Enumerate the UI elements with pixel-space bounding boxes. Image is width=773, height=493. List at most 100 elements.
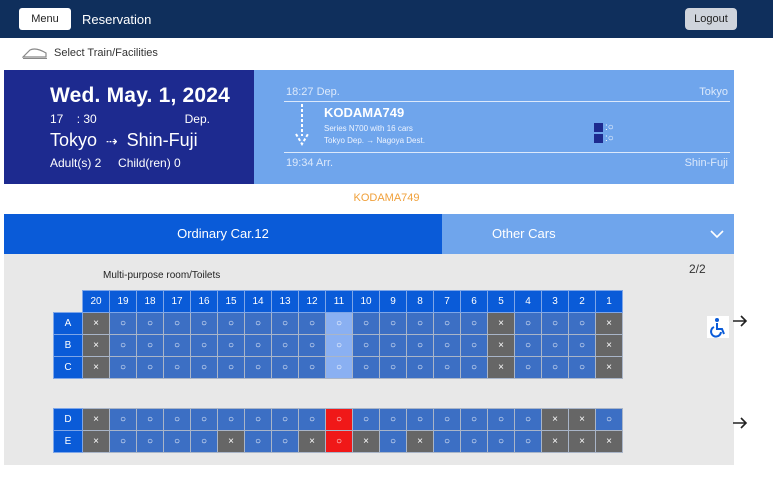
seat-6e[interactable]: ○ — [460, 430, 488, 453]
tab-other-cars[interactable]: Other Cars — [442, 214, 734, 254]
seat-16b[interactable]: ○ — [190, 334, 218, 357]
seat-16c[interactable]: ○ — [190, 356, 218, 379]
seat-13c[interactable]: ○ — [271, 356, 299, 379]
seat-17d[interactable]: ○ — [163, 408, 191, 431]
seat-row-d: D × ○ ○ ○ ○ ○ ○ ○ ○ ○ ○ ○ ○ ○ ○ ○ ○ × × ○ — [53, 408, 623, 431]
adult-count: Adult(s) 2 — [50, 156, 102, 170]
seat-7a[interactable]: ○ — [433, 312, 461, 335]
seat-1d[interactable]: ○ — [595, 408, 623, 431]
seat-4a[interactable]: ○ — [514, 312, 542, 335]
seat-9e[interactable]: ○ — [379, 430, 407, 453]
seat-8a[interactable]: ○ — [406, 312, 434, 335]
seat-8e: × — [406, 430, 434, 453]
seat-14d[interactable]: ○ — [244, 408, 272, 431]
seat-7b[interactable]: ○ — [433, 334, 461, 357]
seat-12d[interactable]: ○ — [298, 408, 326, 431]
seat-18d[interactable]: ○ — [136, 408, 164, 431]
seat-19a[interactable]: ○ — [109, 312, 137, 335]
next-car-arrow-upper[interactable] — [732, 314, 748, 328]
seat-10b[interactable]: ○ — [352, 334, 380, 357]
seat-16a[interactable]: ○ — [190, 312, 218, 335]
seat-row-b: B × ○ ○ ○ ○ ○ ○ ○ ○ ○ ○ ○ ○ ○ ○ × ○ ○ ○ × — [53, 334, 623, 357]
seat-3b[interactable]: ○ — [541, 334, 569, 357]
menu-button[interactable]: Menu — [19, 8, 71, 30]
seat-12c[interactable]: ○ — [298, 356, 326, 379]
seat-18a[interactable]: ○ — [136, 312, 164, 335]
seat-11a[interactable]: ○ — [325, 312, 353, 335]
logout-button[interactable]: Logout — [685, 8, 737, 30]
seat-17a[interactable]: ○ — [163, 312, 191, 335]
tab-ordinary-car[interactable]: Ordinary Car.12 — [4, 214, 442, 254]
seat-column-header: 1 — [595, 290, 623, 313]
seat-column-header: 5 — [487, 290, 515, 313]
seat-15c[interactable]: ○ — [217, 356, 245, 379]
seat-12a[interactable]: ○ — [298, 312, 326, 335]
next-car-arrow-lower[interactable] — [732, 416, 748, 430]
seat-3c[interactable]: ○ — [541, 356, 569, 379]
seat-14e[interactable]: ○ — [244, 430, 272, 453]
seat-13d[interactable]: ○ — [271, 408, 299, 431]
seat-6c[interactable]: ○ — [460, 356, 488, 379]
seat-16d[interactable]: ○ — [190, 408, 218, 431]
seat-7d[interactable]: ○ — [433, 408, 461, 431]
seat-8c[interactable]: ○ — [406, 356, 434, 379]
seat-7c[interactable]: ○ — [433, 356, 461, 379]
seat-3a[interactable]: ○ — [541, 312, 569, 335]
seat-19e[interactable]: ○ — [109, 430, 137, 453]
seat-4e[interactable]: ○ — [514, 430, 542, 453]
seat-8b[interactable]: ○ — [406, 334, 434, 357]
seat-9a[interactable]: ○ — [379, 312, 407, 335]
seat-17c[interactable]: ○ — [163, 356, 191, 379]
seat-5d[interactable]: ○ — [487, 408, 515, 431]
seat-11b[interactable]: ○ — [325, 334, 353, 357]
seat-13b[interactable]: ○ — [271, 334, 299, 357]
seat-5e[interactable]: ○ — [487, 430, 515, 453]
seat-10d[interactable]: ○ — [352, 408, 380, 431]
seat-16e[interactable]: ○ — [190, 430, 218, 453]
seat-15b[interactable]: ○ — [217, 334, 245, 357]
seat-17e[interactable]: ○ — [163, 430, 191, 453]
seat-2c[interactable]: ○ — [568, 356, 596, 379]
seat-14c[interactable]: ○ — [244, 356, 272, 379]
seat-4b[interactable]: ○ — [514, 334, 542, 357]
facility-icon — [594, 134, 603, 143]
seat-19d[interactable]: ○ — [109, 408, 137, 431]
seat-18b[interactable]: ○ — [136, 334, 164, 357]
seat-9c[interactable]: ○ — [379, 356, 407, 379]
seat-11e[interactable]: ○ — [325, 430, 353, 453]
seat-19c[interactable]: ○ — [109, 356, 137, 379]
seat-9b[interactable]: ○ — [379, 334, 407, 357]
seat-13a[interactable]: ○ — [271, 312, 299, 335]
seat-row-label: E — [53, 430, 83, 453]
seat-6d[interactable]: ○ — [460, 408, 488, 431]
seat-11d[interactable]: ○ — [325, 408, 353, 431]
seat-15a[interactable]: ○ — [217, 312, 245, 335]
seat-4d[interactable]: ○ — [514, 408, 542, 431]
seat-column-header: 9 — [379, 290, 407, 313]
seat-12e: × — [298, 430, 326, 453]
seat-2a[interactable]: ○ — [568, 312, 596, 335]
seat-row-label: C — [53, 356, 83, 379]
seat-14b[interactable]: ○ — [244, 334, 272, 357]
seat-9d[interactable]: ○ — [379, 408, 407, 431]
seat-18e[interactable]: ○ — [136, 430, 164, 453]
seat-4c[interactable]: ○ — [514, 356, 542, 379]
seat-14a[interactable]: ○ — [244, 312, 272, 335]
seat-11c[interactable]: ○ — [325, 356, 353, 379]
seat-19b[interactable]: ○ — [109, 334, 137, 357]
seat-15d[interactable]: ○ — [217, 408, 245, 431]
seat-6b[interactable]: ○ — [460, 334, 488, 357]
seat-13e[interactable]: ○ — [271, 430, 299, 453]
departure-label: Dep. — [184, 112, 210, 126]
seat-10a[interactable]: ○ — [352, 312, 380, 335]
seat-12b[interactable]: ○ — [298, 334, 326, 357]
seat-8d[interactable]: ○ — [406, 408, 434, 431]
seat-2b[interactable]: ○ — [568, 334, 596, 357]
seat-6a[interactable]: ○ — [460, 312, 488, 335]
seat-20e: × — [82, 430, 110, 453]
seat-7e[interactable]: ○ — [433, 430, 461, 453]
seat-10c[interactable]: ○ — [352, 356, 380, 379]
seat-17b[interactable]: ○ — [163, 334, 191, 357]
non-smoking-status: :○ — [605, 122, 614, 133]
seat-18c[interactable]: ○ — [136, 356, 164, 379]
